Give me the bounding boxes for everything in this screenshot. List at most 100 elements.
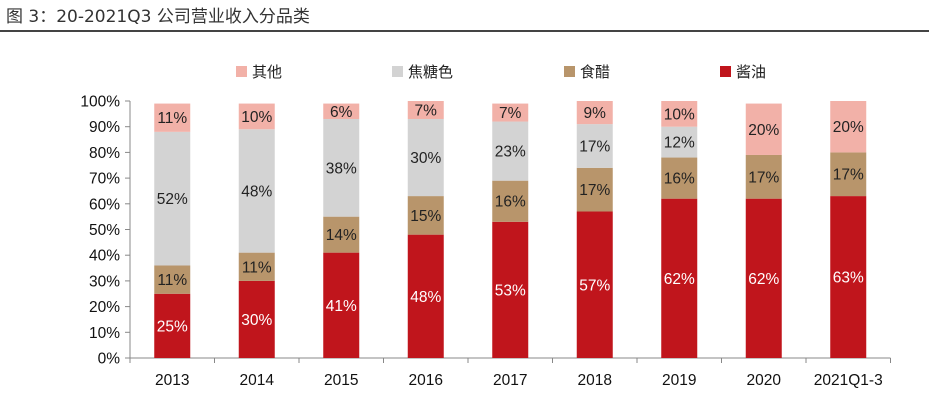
- bar-vinegar: [830, 152, 867, 197]
- data-label-soy-sauce: 48%: [410, 289, 441, 306]
- bar-other: [830, 101, 867, 153]
- data-label-soy-sauce: 30%: [241, 312, 272, 329]
- data-label-other: 20%: [748, 122, 779, 139]
- y-tick-label: 0%: [98, 351, 121, 368]
- data-label-soy-sauce: 62%: [664, 271, 695, 288]
- bar-soy-sauce: [154, 293, 191, 358]
- data-label-other: 9%: [584, 105, 607, 122]
- legend-swatch-vinegar: [564, 65, 575, 77]
- bar-soy-sauce: [576, 211, 613, 358]
- bar-soy-sauce: [323, 252, 360, 358]
- bar-other: [407, 101, 444, 119]
- bar-vinegar: [154, 265, 191, 294]
- legend-label-caramel: 焦糖色: [408, 62, 454, 81]
- data-label-vinegar: 16%: [495, 194, 526, 211]
- x-tick-label: 2019: [662, 372, 696, 389]
- data-label-vinegar: 17%: [833, 167, 864, 184]
- bar-soy-sauce: [745, 198, 782, 358]
- bar-caramel: [154, 131, 191, 266]
- bar-caramel: [323, 118, 360, 217]
- legend-label-other: 其他: [252, 62, 283, 81]
- x-tick-label: 2014: [240, 372, 275, 389]
- title-rule: [0, 30, 929, 32]
- chart-legend: 其他 焦糖色 食醋 酱油: [0, 60, 929, 82]
- x-tick-label: 2018: [578, 372, 612, 389]
- bar-other: [661, 101, 698, 127]
- bar-soy-sauce: [661, 198, 698, 358]
- data-label-other: 6%: [330, 104, 353, 121]
- y-tick-label: 70%: [89, 171, 120, 188]
- x-tick-label: 2015: [324, 372, 358, 389]
- bar-other: [154, 103, 191, 132]
- bar-caramel: [407, 118, 444, 197]
- bar-vinegar: [661, 157, 698, 199]
- legend-item-vinegar: 食醋: [564, 60, 610, 82]
- bar-soy-sauce: [238, 280, 275, 358]
- bar-caramel: [492, 121, 529, 181]
- data-label-other: 7%: [415, 102, 438, 119]
- legend-label-vinegar: 食醋: [580, 62, 611, 81]
- bar-soy-sauce: [492, 221, 529, 358]
- bar-other: [745, 103, 782, 155]
- bar-vinegar: [492, 180, 529, 222]
- bar-other: [238, 103, 275, 130]
- data-label-caramel: 38%: [326, 160, 357, 177]
- y-tick-label: 100%: [80, 94, 120, 111]
- bar-caramel: [238, 129, 275, 253]
- y-tick-label: 90%: [89, 119, 120, 136]
- bar-caramel: [661, 126, 698, 158]
- bar-vinegar: [407, 196, 444, 235]
- data-label-vinegar: 15%: [410, 208, 441, 225]
- data-label-caramel: 12%: [664, 135, 695, 152]
- data-label-soy-sauce: 62%: [748, 271, 779, 288]
- bar-vinegar: [745, 154, 782, 199]
- data-label-other: 20%: [833, 119, 864, 136]
- data-label-vinegar: 17%: [748, 169, 779, 186]
- data-label-caramel: 17%: [579, 138, 610, 155]
- y-tick-label: 50%: [89, 222, 120, 239]
- bar-vinegar: [576, 167, 613, 212]
- legend-item-other: 其他: [236, 60, 282, 82]
- data-label-soy-sauce: 57%: [579, 277, 610, 294]
- data-label-soy-sauce: 41%: [326, 298, 357, 315]
- data-label-caramel: 23%: [495, 144, 526, 161]
- y-tick-label: 10%: [89, 325, 120, 342]
- bar-caramel: [576, 124, 613, 168]
- x-tick-label: 2017: [493, 372, 527, 389]
- data-label-soy-sauce: 63%: [833, 270, 864, 287]
- bar-other: [576, 101, 613, 125]
- data-label-other: 10%: [664, 106, 695, 123]
- x-tick-label: 2016: [409, 372, 443, 389]
- legend-swatch-other: [236, 65, 247, 77]
- y-tick-label: 40%: [89, 248, 120, 265]
- y-tick-label: 60%: [89, 196, 120, 213]
- data-label-caramel: 30%: [410, 150, 441, 167]
- data-label-soy-sauce: 53%: [495, 282, 526, 299]
- data-label-vinegar: 17%: [579, 182, 610, 199]
- data-label-vinegar: 11%: [157, 272, 187, 289]
- bar-soy-sauce: [407, 234, 444, 358]
- x-tick-label: 2021Q1-3: [814, 372, 883, 389]
- bar-vinegar: [323, 216, 360, 253]
- legend-swatch-soy-sauce: [720, 65, 731, 77]
- bar-other: [323, 103, 360, 119]
- data-label-vinegar: 11%: [242, 259, 272, 276]
- y-tick-label: 30%: [89, 273, 120, 290]
- legend-item-soy-sauce: 酱油: [720, 60, 766, 82]
- data-label-vinegar: 14%: [326, 227, 357, 244]
- bar-soy-sauce: [830, 196, 867, 358]
- figure-title: 图 3：20-2021Q3 公司营业收入分品类: [6, 7, 310, 27]
- bar-other: [492, 103, 529, 122]
- data-label-caramel: 48%: [241, 183, 272, 200]
- data-label-caramel: 52%: [157, 191, 188, 208]
- x-tick-label: 2013: [155, 372, 189, 389]
- bar-vinegar: [238, 252, 275, 281]
- legend-item-caramel: 焦糖色: [392, 60, 453, 82]
- data-label-vinegar: 16%: [664, 171, 695, 188]
- legend-swatch-caramel: [392, 65, 403, 77]
- legend-label-soy-sauce: 酱油: [736, 62, 767, 81]
- data-label-other: 7%: [499, 105, 522, 122]
- data-label-other: 11%: [157, 110, 187, 127]
- y-tick-label: 80%: [89, 145, 120, 162]
